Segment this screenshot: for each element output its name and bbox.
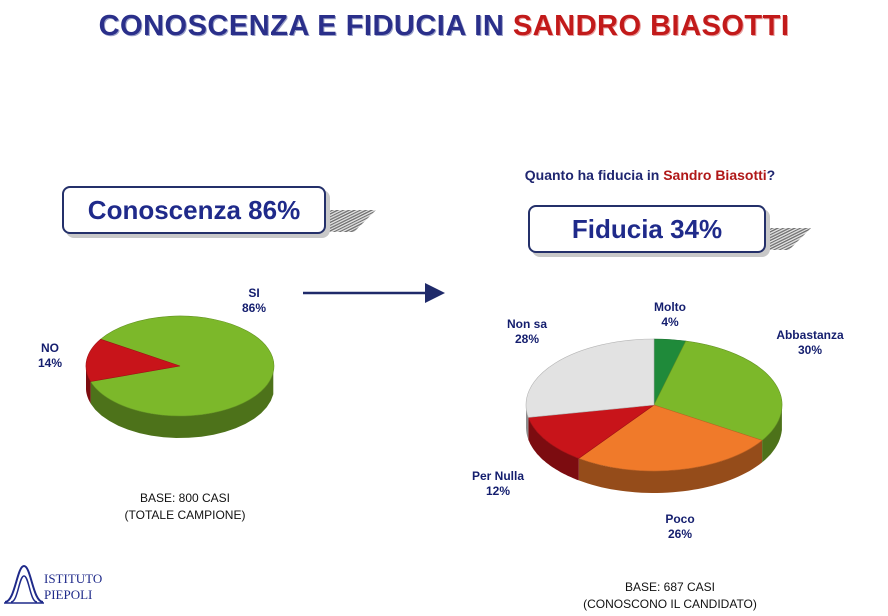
title-part1: CONOSCENZA E FIDUCIA IN [98, 10, 513, 42]
pie-side-si [90, 372, 274, 438]
label-abbastanza-pct: 30% [797, 343, 823, 357]
page-title: CONOSCENZA E FIDUCIA IN SANDRO BIASOTTI [0, 10, 888, 43]
label-no: NO 14% [20, 341, 80, 371]
question-mark: ? [766, 167, 776, 183]
awareness-box: Conoscenza 86% [62, 186, 326, 234]
label-no-pct: 14% [37, 356, 63, 370]
question-name: Sandro Biasotti [663, 167, 767, 183]
label-non-sa-pct: 28% [514, 332, 540, 346]
label-molto-pct: 4% [661, 315, 679, 329]
label-molto: Molto 4% [638, 300, 702, 330]
right-base-line1: BASE: 687 CASI [624, 580, 716, 594]
trust-box: Fiducia 34% [528, 205, 766, 253]
question-text: Quanto ha fiducia in [524, 167, 664, 183]
label-non-sa: Non sa 28% [492, 317, 562, 347]
trust-pie [525, 338, 783, 493]
pie-side-non-sa [526, 405, 529, 440]
right-base-note: BASE: 687 CASI (CONOSCONO IL CANDIDATO) [545, 579, 795, 613]
label-molto-name: Molto [654, 300, 686, 314]
left-base-line2: (TOTALE CAMPIONE) [124, 508, 246, 522]
title-name: SANDRO BIASOTTI [512, 10, 790, 42]
left-base-note: BASE: 800 CASI (TOTALE CAMPIONE) [100, 490, 270, 524]
logo-line1: ISTITUTO [44, 571, 103, 586]
label-poco-pct: 26% [667, 527, 693, 541]
right-base-line2: (CONOSCONO IL CANDIDATO) [583, 597, 757, 611]
label-per-nulla-name: Per Nulla [471, 469, 525, 483]
pie-slice-non-sa [525, 338, 655, 418]
trust-question: Quanto ha fiducia in Sandro Biasotti? [440, 167, 860, 183]
left-base-line1: BASE: 800 CASI [139, 491, 231, 505]
logo-text: ISTITUTO PIEPOLI [44, 571, 102, 603]
pie-slice-abbastanza [653, 340, 783, 441]
label-abbastanza: Abbastanza 30% [760, 328, 860, 358]
label-per-nulla: Per Nulla 12% [458, 469, 538, 499]
pie-side-poco [578, 440, 763, 493]
piepoli-logo-icon [4, 564, 44, 604]
pie-side-no [86, 366, 91, 404]
pie-side-per-nulla [528, 417, 579, 481]
label-si-name: SI [248, 286, 260, 300]
label-si: SI 86% [224, 286, 284, 316]
label-poco: Poco 26% [648, 512, 712, 542]
label-abbastanza-name: Abbastanza [776, 328, 844, 342]
label-no-name: NO [41, 341, 59, 355]
awareness-pie [85, 315, 275, 438]
pie-side-abbastanza [762, 408, 782, 463]
pie-slice-poco [578, 404, 763, 472]
logo-line2: PIEPOLI [44, 587, 93, 602]
pie-slice-si [90, 315, 275, 417]
label-poco-name: Poco [665, 512, 695, 526]
label-per-nulla-pct: 12% [485, 484, 511, 498]
pie-slice-no [85, 338, 181, 382]
label-non-sa-name: Non sa [506, 317, 547, 331]
label-si-pct: 86% [241, 301, 267, 315]
pie-slice-per-nulla [527, 404, 656, 459]
